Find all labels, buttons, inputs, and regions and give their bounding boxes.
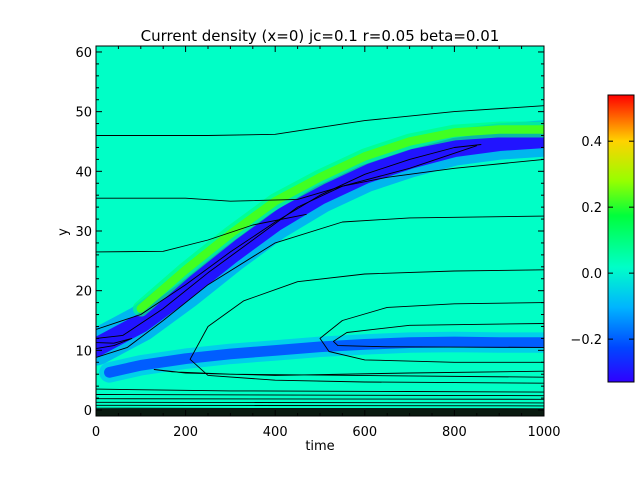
x-tick-label: 800: [442, 425, 467, 440]
x-tick-label: 1000: [527, 425, 560, 440]
x-tick-label: 0: [92, 425, 100, 440]
x-axis-label: time: [305, 439, 334, 454]
contour-line: [96, 105, 544, 136]
x-tick-label: 400: [263, 425, 288, 440]
plot-area: [96, 46, 544, 416]
x-tick-label: 600: [352, 425, 377, 440]
rising-positive-edge: [136, 125, 544, 313]
contour-line: [96, 145, 477, 202]
contour-line: [96, 388, 544, 393]
y-tick-label: 60: [75, 46, 92, 61]
colorbar-gradient: [607, 94, 635, 383]
contour-line: [319, 302, 544, 363]
y-tick-label: 50: [75, 106, 92, 121]
contour-line: [96, 394, 544, 397]
contour-line: [96, 404, 544, 407]
contour-line: [332, 323, 544, 348]
y-tick-label: 40: [75, 165, 92, 180]
contour-line: [96, 144, 482, 330]
y-tick-label: 10: [75, 344, 92, 359]
colorbar: −0.2 0.0 0.2 0.4: [570, 94, 635, 383]
colorbar-tick-label: −0.2: [570, 333, 602, 348]
contour-line: [189, 269, 544, 384]
contour-line: [96, 401, 544, 404]
contour-line: [96, 337, 133, 350]
contour-line: [96, 398, 544, 400]
y-axis: 0 10 20 30 40 50 60: [75, 46, 544, 419]
y-tick-label: 20: [75, 285, 92, 300]
colorbar-tick-label: 0.2: [581, 201, 602, 216]
contour-line: [153, 369, 544, 378]
y-tick-label: 0: [84, 404, 92, 419]
y-axis-label: y: [56, 228, 71, 236]
y-tick-label: 30: [75, 225, 92, 240]
x-axis: 0 200 400 600 800 1000: [92, 46, 561, 440]
contour-line: [96, 407, 544, 410]
chart-title: Current density (x=0) jc=0.1 r=0.05 beta…: [141, 27, 500, 45]
colorbar-tick-label: 0.4: [581, 135, 602, 150]
contour-line: [96, 213, 307, 253]
lower-negative-band: [104, 336, 544, 378]
contour-line: [96, 158, 544, 339]
colorbar-tick-label: 0.0: [581, 267, 602, 282]
contour-line: [96, 215, 544, 358]
contour-lines: [96, 105, 544, 410]
heatmap-floor-layer: [96, 408, 544, 416]
floor-dense-contours: [96, 408, 544, 416]
x-tick-label: 200: [173, 425, 198, 440]
colorbar-ticks: −0.2 0.0 0.2 0.4: [570, 135, 634, 348]
